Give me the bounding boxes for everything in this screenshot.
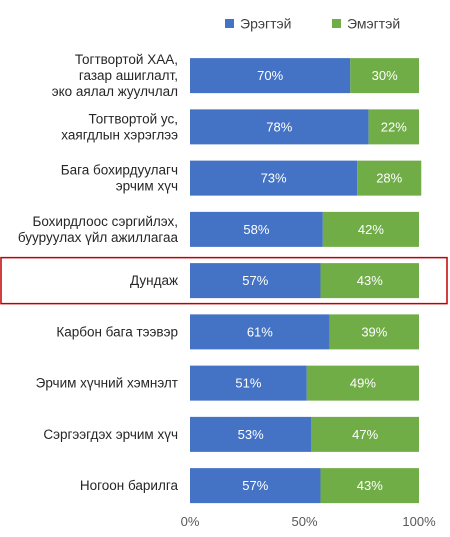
bar-female-7 bbox=[311, 416, 419, 452]
value-label-male-2: 73% bbox=[261, 171, 287, 186]
legend-swatch-1 bbox=[332, 19, 341, 28]
bar-female-1 bbox=[368, 109, 419, 145]
value-label-male-8: 57% bbox=[242, 478, 268, 493]
category-label-1: Тогтвортой ус, хаягдлын хэрэглээ bbox=[61, 111, 178, 142]
bar-male-8 bbox=[190, 468, 321, 504]
legend-swatch-0 bbox=[225, 19, 234, 28]
category-label-3: Бохирдлоос сэргийлэх, бууруулах үйл ажилл… bbox=[18, 214, 179, 245]
value-label-female-2: 28% bbox=[376, 171, 402, 186]
bar-male-0 bbox=[190, 58, 351, 94]
value-label-male-0: 70% bbox=[257, 68, 283, 83]
bar-female-2 bbox=[357, 160, 422, 196]
x-tick-label-2: 100% bbox=[402, 514, 436, 529]
x-tick-labels-group: 0% 50% 100% bbox=[181, 514, 436, 529]
legend-label-1: Эмэгтэй bbox=[347, 16, 400, 32]
category-labels-group: Тогтвортой ХАА, газар ашиглалт, эко аялал … bbox=[18, 52, 179, 493]
category-label-4: Дундаж bbox=[130, 273, 178, 288]
value-label-male-1: 78% bbox=[266, 119, 292, 134]
x-tick-label-0: 0% bbox=[181, 514, 200, 529]
value-label-male-7: 53% bbox=[238, 427, 264, 442]
bar-female-0 bbox=[350, 58, 419, 94]
x-tick-label-1: 50% bbox=[291, 514, 317, 529]
value-label-female-3: 42% bbox=[358, 222, 384, 237]
value-label-male-6: 51% bbox=[235, 376, 261, 391]
value-label-female-7: 47% bbox=[352, 427, 378, 442]
value-label-female-5: 39% bbox=[361, 324, 387, 339]
category-label-5: Карбон бага тээвэр bbox=[56, 324, 178, 339]
value-label-female-4: 43% bbox=[357, 273, 383, 288]
bar-female-3 bbox=[322, 211, 419, 247]
bar-female-8 bbox=[320, 468, 419, 504]
bar-male-6 bbox=[190, 365, 307, 401]
bar-male-3 bbox=[190, 211, 323, 247]
bar-female-6 bbox=[306, 365, 419, 401]
bar-male-4 bbox=[190, 263, 321, 299]
value-label-male-3: 58% bbox=[243, 222, 269, 237]
bar-male-2 bbox=[190, 160, 358, 196]
category-label-0: Тогтвортой ХАА, газар ашиглалт, эко аялал … bbox=[52, 52, 178, 99]
legend-label-0: Эрэгтэй bbox=[240, 16, 291, 32]
bar-male-1 bbox=[190, 109, 369, 145]
value-label-female-8: 43% bbox=[357, 478, 383, 493]
highlight-group bbox=[0, 256, 448, 305]
category-label-6: Эрчим хүчний хэмнэлт bbox=[36, 376, 178, 391]
category-label-8: Ногоон барилга bbox=[80, 478, 179, 493]
value-label-female-6: 49% bbox=[350, 376, 376, 391]
value-label-male-5: 61% bbox=[247, 324, 273, 339]
bar-male-7 bbox=[190, 416, 312, 452]
value-label-male-4: 57% bbox=[242, 273, 268, 288]
value-label-female-0: 30% bbox=[372, 68, 398, 83]
bar-female-5 bbox=[329, 314, 419, 350]
category-label-7: Сэргээгдэх эрчим хүч bbox=[43, 427, 178, 442]
chart-legend: Эрэгтэй Эмэгтэй bbox=[225, 16, 400, 32]
bar-male-5 bbox=[190, 314, 330, 350]
average-highlight-box bbox=[0, 256, 448, 305]
category-label-2: Бага бохирдуулагч эрчим хүч bbox=[61, 163, 178, 194]
value-label-female-1: 22% bbox=[381, 119, 407, 134]
bars-group: 70% 30% 78% 22% 73% 28% 58% 42% 57% 43% 61% 39% 51% 4… bbox=[190, 58, 422, 504]
bar-female-4 bbox=[320, 263, 419, 299]
